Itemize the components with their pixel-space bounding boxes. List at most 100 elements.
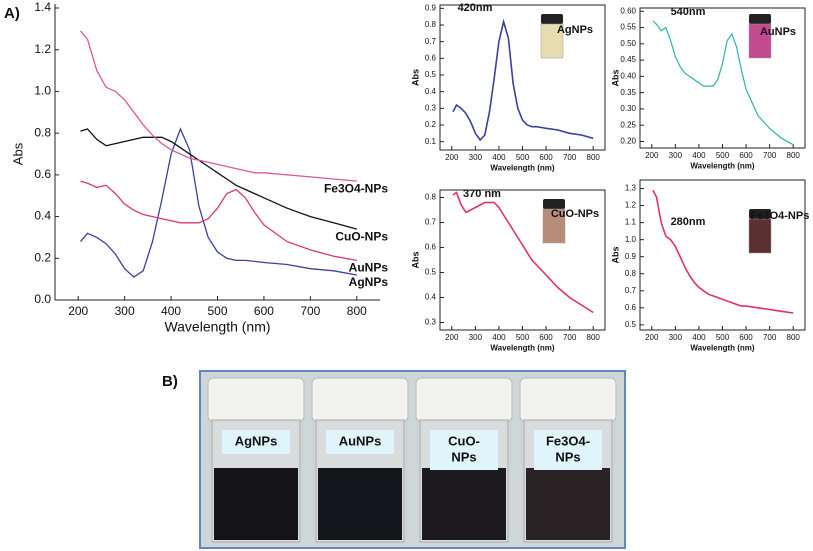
jar-content: [526, 468, 610, 540]
y-tick-label: 0.4: [425, 87, 437, 96]
jar-label: AuNPs: [339, 433, 382, 448]
jar-label-bg: [534, 430, 602, 470]
y-tick-label: 0.55: [620, 23, 636, 32]
x-axis-label: Wavelength (nm): [490, 164, 554, 173]
y-tick-label: 0.4: [34, 209, 51, 223]
x-tick-label: 400: [492, 333, 506, 342]
x-tick-label: 500: [716, 151, 730, 160]
x-tick-label: 500: [716, 333, 730, 342]
jar-label: Fe3O4-: [546, 433, 590, 448]
series-line: [452, 18, 594, 142]
x-tick-label: 300: [469, 153, 483, 162]
jar-lid: [519, 377, 617, 423]
vial-cap: [543, 199, 565, 209]
annotation: Fe3O4-NPs: [751, 210, 810, 222]
panel-label: A): [4, 5, 20, 22]
y-axis-label: Abs: [610, 246, 620, 263]
vial-cap: [749, 14, 771, 24]
y-tick-label: 0.60: [620, 6, 636, 15]
x-tick-label: 700: [763, 333, 777, 342]
x-tick-label: 700: [563, 333, 577, 342]
annotation: AuNPs: [760, 26, 796, 38]
series-label: AuNPs: [349, 261, 389, 275]
y-tick-label: 0.7: [625, 286, 637, 295]
jar-label: AgNPs: [235, 433, 278, 448]
x-tick-label: 600: [539, 333, 553, 342]
y-axis-label: Abs: [610, 69, 620, 86]
x-tick-label: 400: [161, 304, 181, 318]
x-axis-label: Wavelength (nm): [164, 318, 270, 334]
y-tick-label: 0.7: [425, 218, 437, 227]
x-tick-label: 600: [739, 151, 753, 160]
y-tick-label: 0.6: [34, 167, 51, 181]
annotation: 540nm: [671, 6, 706, 18]
jar-label: CuO-: [448, 433, 480, 448]
plot-frame: [639, 179, 806, 331]
jar-content: [318, 468, 402, 540]
x-tick-label: 200: [645, 151, 659, 160]
series-line: [452, 191, 594, 314]
vial-cap: [749, 209, 771, 219]
y-tick-label: 0.9: [425, 3, 437, 12]
y-tick-label: 0.6: [625, 303, 637, 312]
y-tick-label: 0.9: [625, 252, 637, 261]
jar-lid: [415, 377, 513, 423]
y-axis-label: Abs: [410, 251, 420, 268]
y-tick-label: 0.20: [620, 137, 636, 146]
jar-label-bg: [222, 430, 290, 454]
y-tick-label: 0.25: [620, 120, 636, 129]
y-tick-label: 0.30: [620, 104, 636, 113]
x-tick-label: 600: [254, 304, 274, 318]
y-tick-label: 0.5: [425, 268, 437, 277]
annotation: AgNPs: [557, 24, 593, 36]
panel-label: B): [162, 373, 178, 390]
x-tick-label: 800: [587, 153, 601, 162]
x-tick-label: 600: [739, 333, 753, 342]
x-tick-label: 300: [669, 151, 683, 160]
series-label: CuO-NPs: [335, 229, 388, 243]
y-tick-label: 0.4: [425, 293, 437, 302]
series-line: [80, 128, 357, 230]
jar-label-bg: [430, 430, 498, 470]
x-tick-label: 800: [787, 151, 801, 160]
jar-label: NPs: [555, 449, 580, 464]
y-tick-label: 0.6: [425, 243, 437, 252]
y-tick-label: 0.50: [620, 39, 636, 48]
jar-label-bg: [326, 430, 394, 454]
x-tick-label: 400: [492, 153, 506, 162]
y-tick-label: 0.0: [34, 292, 51, 306]
x-tick-label: 200: [645, 333, 659, 342]
vial: [748, 23, 772, 59]
x-axis-label: Wavelength (nm): [690, 162, 754, 171]
annotation: 370 nm: [463, 188, 501, 200]
series-line: [80, 127, 357, 278]
vial: [542, 208, 566, 244]
x-tick-label: 800: [787, 333, 801, 342]
y-tick-label: 0.2: [425, 120, 437, 129]
y-tick-label: 0.7: [425, 37, 437, 46]
y-tick-label: 0.40: [620, 71, 636, 80]
y-tick-label: 0.8: [34, 125, 51, 139]
series-label: Fe3O4-NPs: [324, 181, 388, 195]
x-tick-label: 500: [207, 304, 227, 318]
series-label: AgNPs: [349, 275, 389, 289]
y-tick-label: 1.2: [625, 201, 637, 210]
series-line: [652, 189, 794, 314]
series-line: [80, 180, 357, 262]
x-tick-label: 500: [516, 153, 530, 162]
y-tick-label: 0.3: [425, 103, 437, 112]
x-tick-label: 700: [763, 151, 777, 160]
y-tick-label: 1.1: [625, 218, 637, 227]
y-tick-label: 0.8: [425, 20, 437, 29]
series-line: [652, 20, 794, 146]
x-tick-label: 200: [445, 333, 459, 342]
x-tick-label: 400: [692, 151, 706, 160]
x-tick-label: 300: [115, 304, 135, 318]
x-tick-label: 200: [445, 153, 459, 162]
annotation: CuO-NPs: [551, 208, 599, 220]
y-axis-label: Abs: [410, 69, 420, 86]
y-tick-label: 0.8: [625, 269, 637, 278]
x-tick-label: 400: [692, 333, 706, 342]
